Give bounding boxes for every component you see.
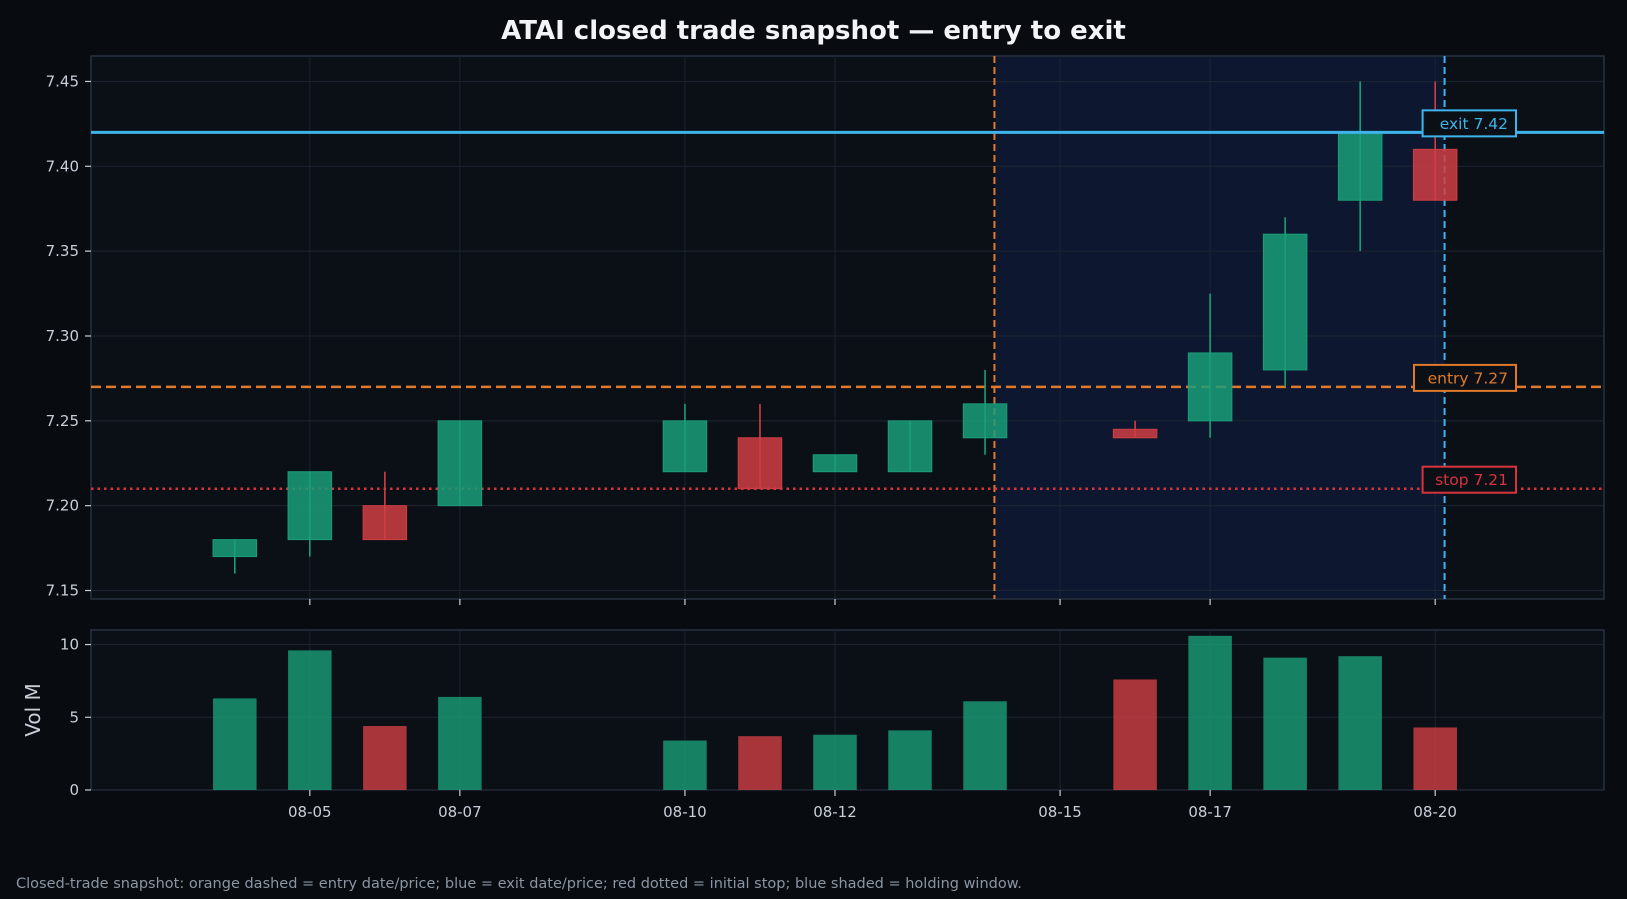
volume-bar	[1263, 657, 1307, 790]
axes-layer: 7.15 7.20 7.25 7.30 7.35 7.40 7.45 0 5 10 08-05 08-…	[21, 72, 1457, 821]
volume-bar	[1188, 635, 1232, 790]
candles-layer	[91, 81, 1604, 574]
level-labels-layer: exit 7.42 entry 7.27 stop 7.21	[1413, 109, 1517, 494]
entry-label-box	[1413, 363, 1517, 392]
volume-bar	[288, 650, 332, 790]
chart-title: ATAI closed trade snapshot — entry to ex…	[501, 16, 1126, 46]
price-ytick-label: 7.15	[46, 582, 79, 600]
volume-ytick-label: 10	[60, 636, 79, 654]
stop-label-box	[1421, 465, 1517, 494]
xtick-label: 08-05	[288, 803, 332, 821]
entry-label: entry 7.27	[1428, 369, 1508, 387]
volume-bar	[213, 698, 257, 790]
volume-axis-label: Vol M	[21, 683, 45, 737]
price-ytick-label: 7.40	[46, 157, 79, 175]
level-lines-layer	[91, 56, 1604, 599]
xtick-label: 08-20	[1413, 803, 1457, 821]
exit-label: exit 7.42	[1440, 115, 1508, 133]
price-ytick-label: 7.45	[46, 72, 79, 90]
grid-layer	[91, 56, 1604, 791]
stop-label: stop 7.21	[1435, 471, 1508, 489]
xtick-label: 08-07	[438, 803, 482, 821]
volume-bar	[663, 740, 707, 790]
volume-ytick-label: 0	[69, 781, 79, 799]
xtick-label: 08-10	[663, 803, 707, 821]
volume-bar	[438, 696, 482, 790]
volume-bar	[363, 726, 407, 790]
xtick-label: 08-17	[1188, 803, 1232, 821]
volume-ytick-label: 5	[69, 708, 79, 726]
volume-bar	[963, 701, 1007, 790]
price-ytick-label: 7.30	[46, 327, 79, 345]
volume-bar	[1413, 727, 1457, 790]
xtick-label: 08-15	[1038, 803, 1082, 821]
volume-bar	[1338, 656, 1382, 790]
volume-bar	[813, 734, 857, 790]
price-ytick-label: 7.20	[46, 497, 79, 515]
volume-bar	[738, 736, 782, 790]
volume-bars-layer	[213, 635, 1457, 790]
volume-bar	[1113, 679, 1157, 790]
volume-bar	[888, 730, 932, 790]
exit-label-box	[1421, 109, 1517, 138]
footnote: Closed-trade snapshot: orange dashed = e…	[16, 876, 1022, 892]
xtick-label: 08-12	[813, 803, 857, 821]
price-ytick-label: 7.25	[46, 412, 79, 430]
price-ytick-label: 7.35	[46, 242, 79, 260]
